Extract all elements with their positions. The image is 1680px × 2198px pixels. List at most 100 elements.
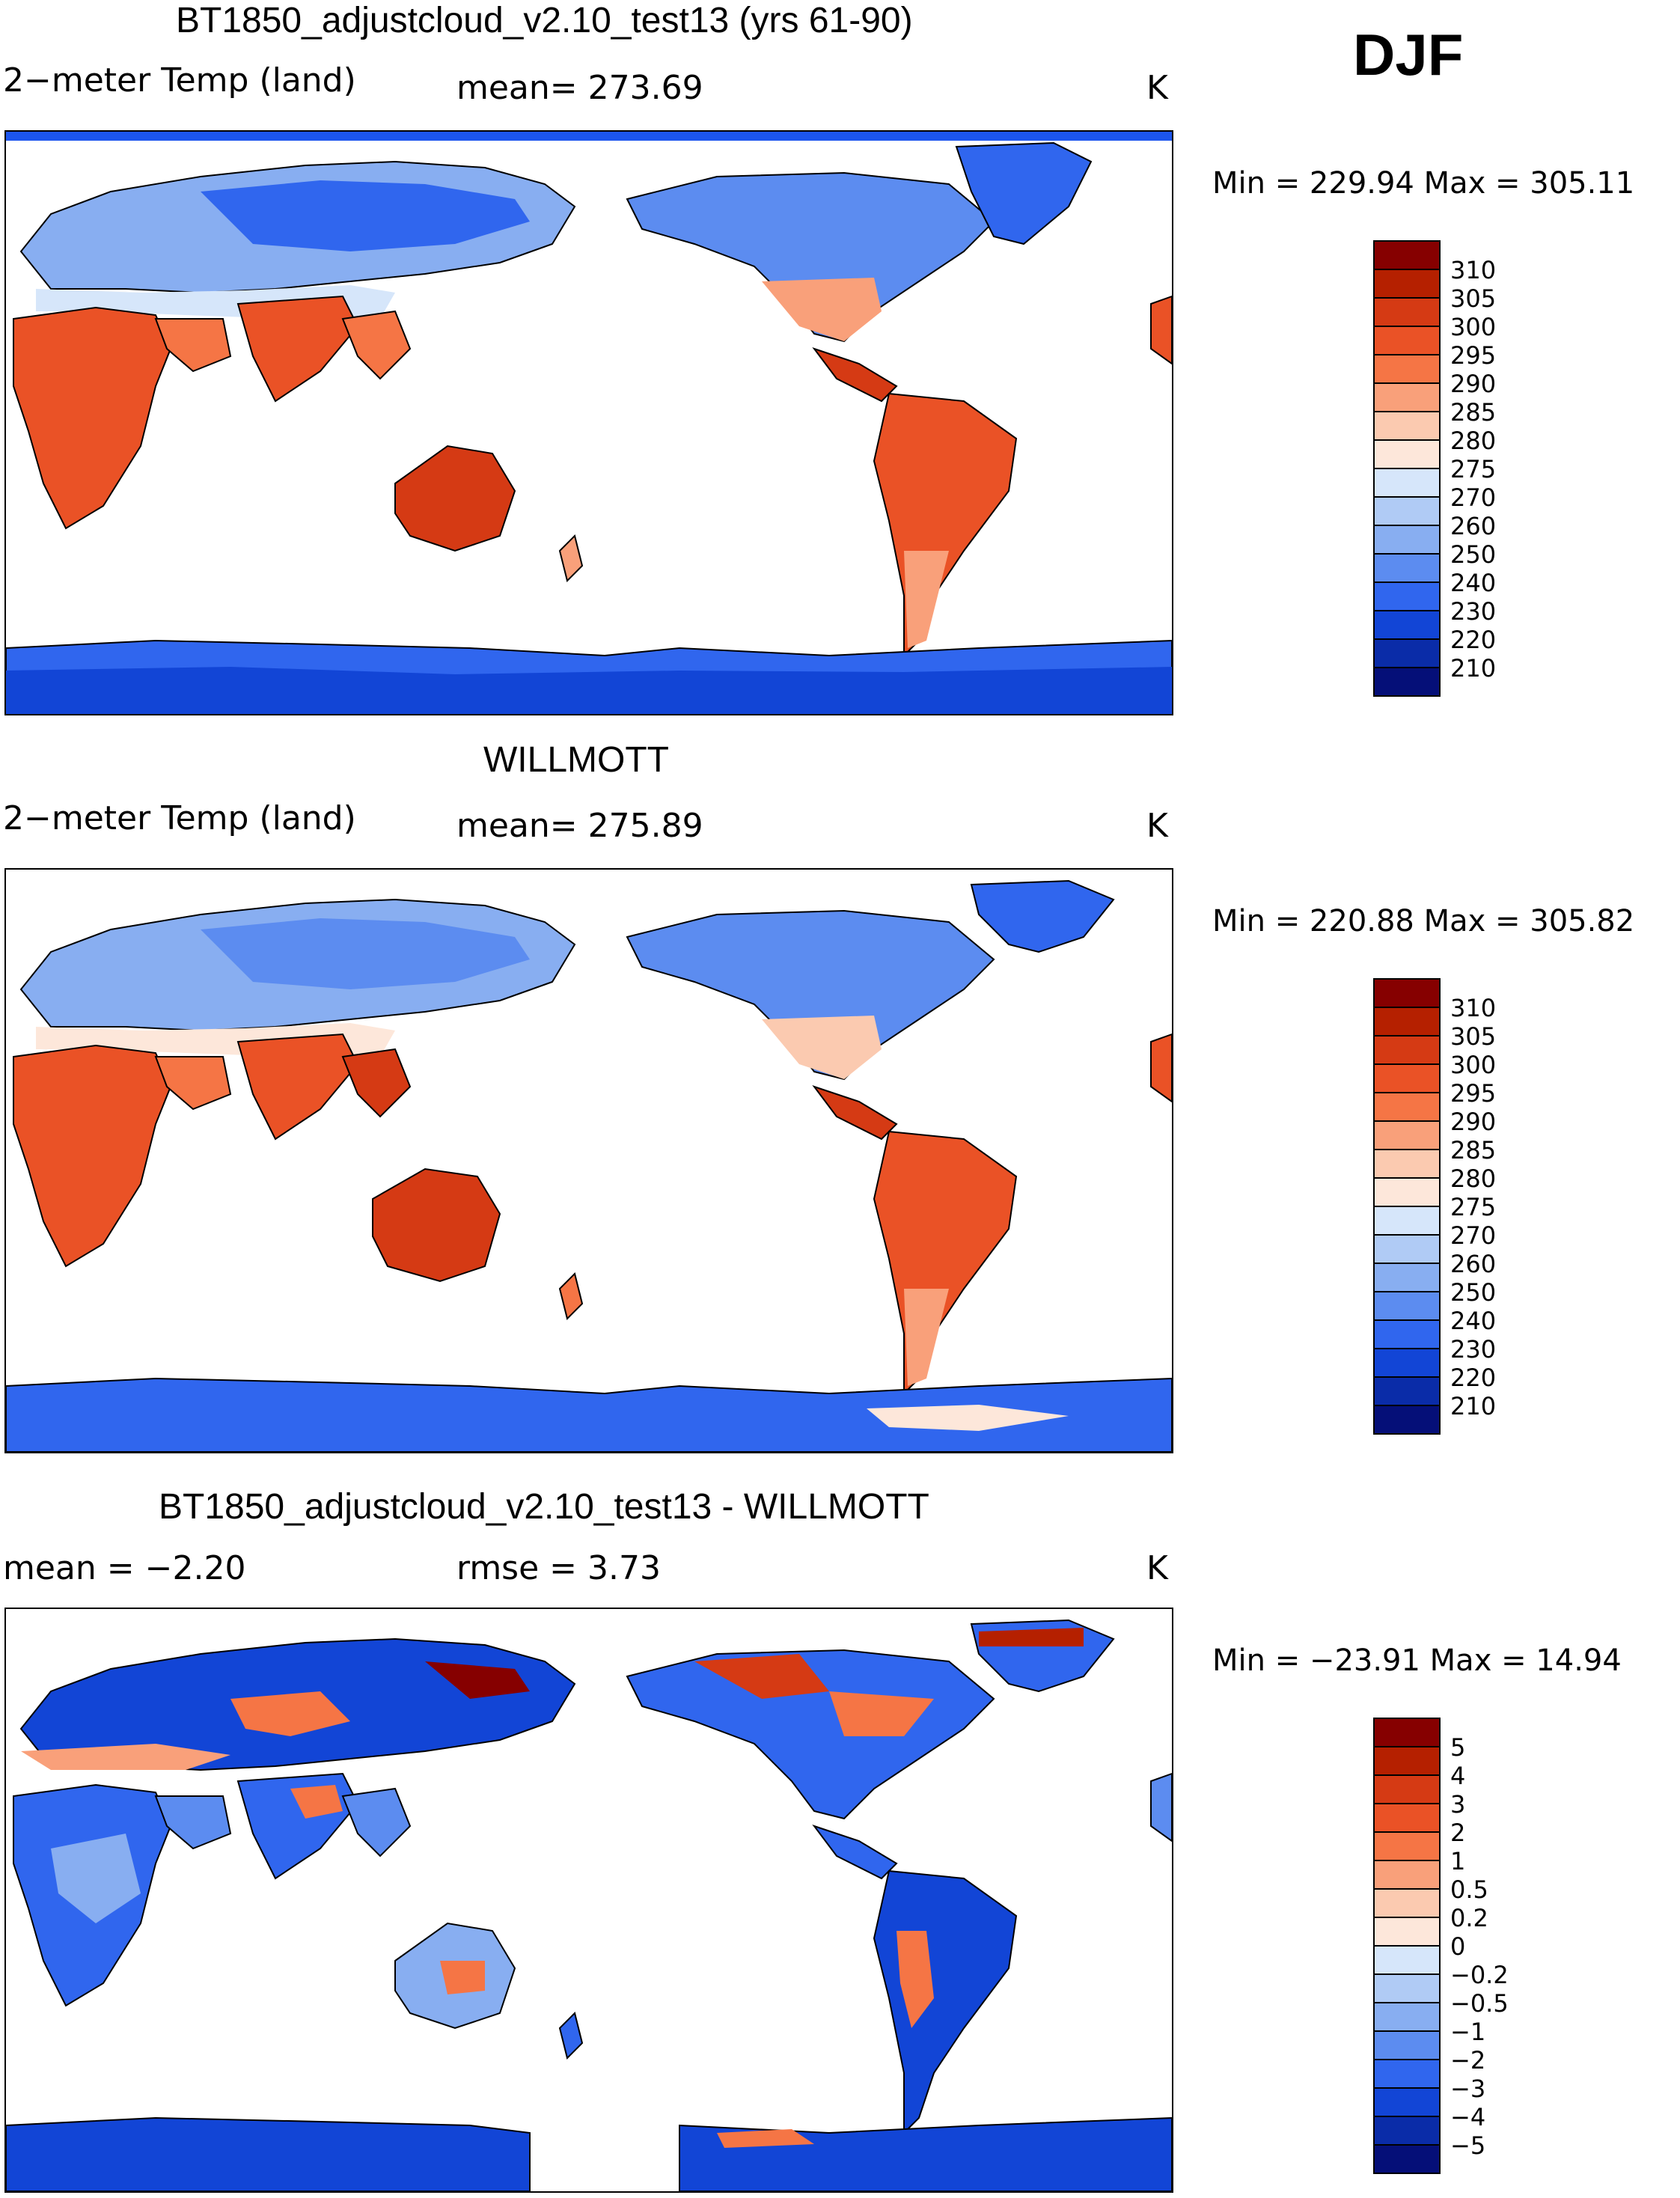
panel2-colorbar-box-5 <box>1373 1120 1441 1150</box>
panel1-colorbar-box-4 <box>1373 354 1441 384</box>
panel2-colorbar-box-15 <box>1373 1405 1441 1435</box>
panel2-colorbar-label-14: 210 <box>1450 1392 1496 1420</box>
panel3-colorbar-label-12: −3 <box>1450 2075 1485 2103</box>
panel1-colorbar-label-13: 220 <box>1450 626 1496 654</box>
panel3-colorbar-box-3 <box>1373 1803 1441 1833</box>
season-label: DJF <box>1353 22 1464 88</box>
panel3-colorbar-box-13 <box>1373 2087 1441 2117</box>
panel2-colorbar-box-1 <box>1373 1007 1441 1037</box>
panel1-colorbar-box-14 <box>1373 638 1441 668</box>
panel2-colorbar-box-8 <box>1373 1206 1441 1236</box>
panel1-colorbar-box-5 <box>1373 382 1441 412</box>
panel2-colorbar-box-3 <box>1373 1063 1441 1093</box>
panel2-colorbar-box-10 <box>1373 1263 1441 1292</box>
panel3-colorbar-label-8: −0.2 <box>1450 1961 1509 1989</box>
panel3-colorbar-label-10: −1 <box>1450 2018 1485 2046</box>
panel2-colorbar-box-7 <box>1373 1177 1441 1207</box>
panel3-colorbar-box-4 <box>1373 1831 1441 1861</box>
panel1-variable-label: 2−meter Temp (land) <box>3 61 356 100</box>
panel1-colorbar-label-10: 250 <box>1450 540 1496 569</box>
panel2-colorbar-box-4 <box>1373 1092 1441 1122</box>
panel1-colorbar-box-10 <box>1373 525 1441 555</box>
panel1-colorbar-box-8 <box>1373 468 1441 498</box>
panel3-colorbar-box-6 <box>1373 1888 1441 1918</box>
panel3-colorbar-box-9 <box>1373 1973 1441 2003</box>
panel1-colorbar-label-0: 310 <box>1450 256 1496 284</box>
panel3-colorbar-label-3: 2 <box>1450 1819 1465 1847</box>
panel3-colorbar-label-6: 0.2 <box>1450 1904 1488 1932</box>
panel3-mean-label: mean = −2.20 <box>3 1549 246 1587</box>
panel1-colorbar-label-9: 260 <box>1450 512 1496 540</box>
panel1-mean-label: mean= 273.69 <box>456 69 703 107</box>
panel1-colorbar-box-13 <box>1373 610 1441 640</box>
panel1-colorbar-label-11: 240 <box>1450 569 1496 597</box>
panel2-colorbar: 3103053002952902852802752702602502402302… <box>1373 978 1496 1435</box>
panel1-colorbar-box-1 <box>1373 269 1441 299</box>
panel2-colorbar-label-4: 290 <box>1450 1108 1496 1136</box>
panel3-colorbar-label-13: −4 <box>1450 2103 1485 2131</box>
panel2-colorbar-label-2: 300 <box>1450 1051 1496 1079</box>
panel1-colorbar-box-12 <box>1373 581 1441 611</box>
panel1-colorbar: 3103053002952902852802752702602502402302… <box>1373 240 1496 697</box>
panel3-title: BT1850_adjustcloud_v2.10_test13 - WILLMO… <box>159 1487 929 1527</box>
panel2-colorbar-label-12: 230 <box>1450 1335 1496 1364</box>
panel3-colorbar-box-1 <box>1373 1746 1441 1776</box>
panel1-colorbar-label-8: 270 <box>1450 483 1496 512</box>
panel2-colorbar-box-11 <box>1373 1291 1441 1321</box>
panel2-colorbar-box-6 <box>1373 1149 1441 1179</box>
panel3-rmse-label: rmse = 3.73 <box>456 1549 661 1587</box>
panel2-map <box>4 868 1173 1453</box>
panel2-colorbar-label-10: 250 <box>1450 1278 1496 1307</box>
panel3-map <box>4 1608 1173 2193</box>
panel1-colorbar-box-7 <box>1373 439 1441 469</box>
panel2-variable-label: 2−meter Temp (land) <box>3 799 356 837</box>
panel1-colorbar-box-0 <box>1373 240 1441 270</box>
panel3-colorbar-box-10 <box>1373 2002 1441 2032</box>
panel3-colorbar-label-7: 0 <box>1450 1932 1465 1961</box>
panel1-map <box>4 130 1173 715</box>
panel3-colorbar-box-2 <box>1373 1774 1441 1804</box>
panel2-colorbar-box-9 <box>1373 1234 1441 1264</box>
panel2-colorbar-label-11: 240 <box>1450 1307 1496 1335</box>
panel3-minmax-label: Min = −23.91 Max = 14.94 <box>1212 1643 1622 1678</box>
panel2-colorbar-label-7: 275 <box>1450 1193 1496 1221</box>
panel1-colorbar-label-5: 285 <box>1450 398 1496 427</box>
panel3-colorbar-box-8 <box>1373 1945 1441 1975</box>
panel1-units-label: K <box>1146 69 1168 107</box>
panel1-colorbar-label-2: 300 <box>1450 313 1496 341</box>
panel3-colorbar-box-14 <box>1373 2116 1441 2146</box>
panel3-colorbar-box-0 <box>1373 1718 1441 1747</box>
panel1-colorbar-box-2 <box>1373 297 1441 327</box>
panel1-colorbar-box-6 <box>1373 411 1441 441</box>
panel2-mean-label: mean= 275.89 <box>456 807 703 845</box>
panel3-colorbar-label-2: 3 <box>1450 1790 1465 1819</box>
panel3-colorbar-label-1: 4 <box>1450 1762 1465 1790</box>
panel1-colorbar-label-14: 210 <box>1450 654 1496 683</box>
panel2-units-label: K <box>1146 807 1168 845</box>
panel2-colorbar-label-13: 220 <box>1450 1364 1496 1392</box>
panel3-colorbar-box-12 <box>1373 2059 1441 2089</box>
panel3-colorbar-label-5: 0.5 <box>1450 1875 1488 1904</box>
panel1-title: BT1850_adjustcloud_v2.10_test13 (yrs 61-… <box>176 1 913 40</box>
panel1-minmax-label: Min = 229.94 Max = 305.11 <box>1212 166 1635 201</box>
panel2-colorbar-label-9: 260 <box>1450 1250 1496 1278</box>
panel2-minmax-label: Min = 220.88 Max = 305.82 <box>1212 904 1635 938</box>
panel3-colorbar-label-11: −2 <box>1450 2046 1485 2075</box>
panel2-colorbar-box-0 <box>1373 978 1441 1008</box>
panel3-colorbar-box-5 <box>1373 1860 1441 1890</box>
panel1-colorbar-box-15 <box>1373 667 1441 697</box>
panel2-colorbar-box-13 <box>1373 1348 1441 1378</box>
panel3-colorbar-label-14: −5 <box>1450 2131 1485 2160</box>
panel2-colorbar-box-12 <box>1373 1319 1441 1349</box>
panel2-colorbar-label-5: 285 <box>1450 1136 1496 1164</box>
panel1-colorbar-box-11 <box>1373 553 1441 583</box>
panel1-colorbar-label-7: 275 <box>1450 455 1496 483</box>
panel2-title: WILLMOTT <box>483 740 669 780</box>
panel1-colorbar-label-6: 280 <box>1450 427 1496 455</box>
panel1-colorbar-label-3: 295 <box>1450 341 1496 370</box>
panel1-colorbar-label-12: 230 <box>1450 597 1496 626</box>
panel2-colorbar-box-2 <box>1373 1035 1441 1065</box>
panel3-colorbar-box-7 <box>1373 1917 1441 1947</box>
panel1-colorbar-box-3 <box>1373 326 1441 355</box>
panel2-colorbar-label-8: 270 <box>1450 1221 1496 1250</box>
